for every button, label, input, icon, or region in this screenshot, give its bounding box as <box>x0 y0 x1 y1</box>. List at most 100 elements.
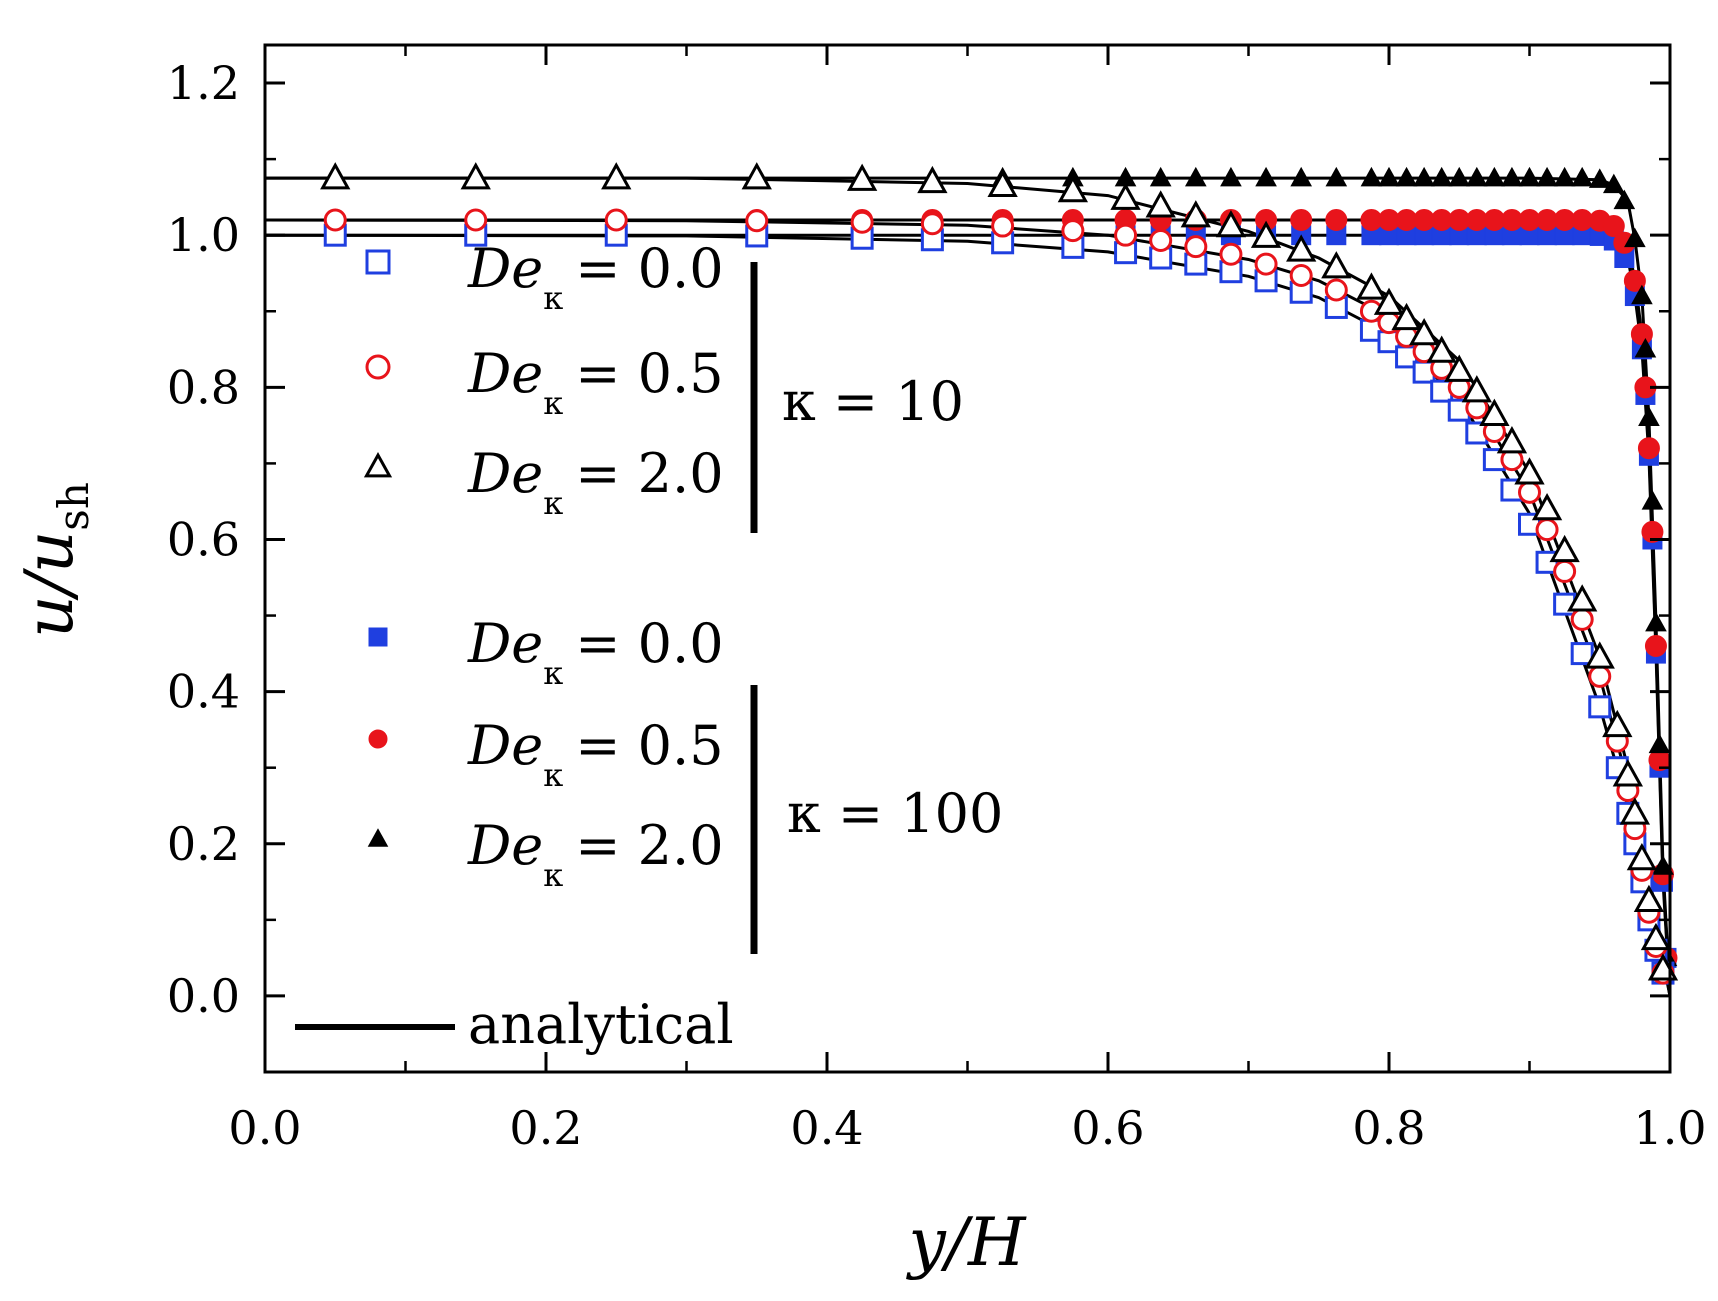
data-point <box>1408 318 1440 346</box>
data-point <box>1570 607 1594 631</box>
legend-de-symbol: De <box>467 714 543 777</box>
legend-value: = 0.0 <box>575 237 723 300</box>
data-point <box>1220 166 1242 187</box>
data-point <box>601 162 632 190</box>
legend-label: Deκ = 0.5 <box>467 342 724 422</box>
y-tick-label: 1.0 <box>167 208 240 262</box>
data-point <box>464 208 488 232</box>
data-point <box>846 163 878 191</box>
data-point <box>1149 229 1173 253</box>
data-point <box>1531 493 1563 521</box>
data-point <box>1290 166 1313 187</box>
legend-label: Deκ = 0.0 <box>467 612 724 692</box>
legend-value: = 0.0 <box>575 612 723 675</box>
legend-marker <box>368 729 388 749</box>
y-axis-title: u/ush <box>11 482 98 638</box>
legend-label: Deκ = 2.0 <box>467 814 724 894</box>
data-point <box>1648 733 1671 754</box>
data-point <box>1255 166 1277 187</box>
data-point <box>1631 284 1653 305</box>
data-point <box>1360 166 1383 187</box>
data-point <box>1479 398 1510 426</box>
x-tick-label: 1.0 <box>1633 1101 1706 1155</box>
data-point <box>1061 219 1085 243</box>
data-point <box>1549 534 1580 563</box>
data-point <box>1602 709 1633 738</box>
data-point <box>1637 437 1660 460</box>
data-point <box>1395 166 1418 187</box>
legend-de-symbol: De <box>467 342 543 405</box>
data-point <box>1518 480 1541 504</box>
data-point <box>1630 323 1653 346</box>
data-point <box>1254 252 1278 276</box>
legend-entry: Deκ = 2.0 <box>363 442 724 522</box>
data-point <box>1219 242 1243 266</box>
data-point <box>1553 166 1576 187</box>
legend-value: = 2.0 <box>575 814 723 877</box>
legend-marker <box>367 828 389 847</box>
y-axis-title-main: u/u <box>11 531 88 638</box>
legend-de-subscript: κ <box>543 756 563 794</box>
data-point <box>1426 335 1457 363</box>
data-point <box>917 165 948 194</box>
data-point <box>1290 208 1313 231</box>
data-point <box>1483 166 1506 187</box>
plot-area <box>264 162 1679 997</box>
x-tick-label: 0.0 <box>228 1101 301 1155</box>
data-point <box>1612 759 1643 787</box>
data-point <box>1518 166 1541 187</box>
data-point <box>1325 166 1348 187</box>
legend-de-subscript: κ <box>543 654 563 692</box>
y-axis-title-group: u/ush <box>11 482 98 638</box>
data-point <box>1641 490 1664 510</box>
analytical-line <box>264 218 1672 997</box>
data-point <box>1461 375 1492 403</box>
data-point <box>1378 166 1400 187</box>
x-tick-labels: 0.0 0.2 0.4 0.6 0.8 1.0 <box>228 1101 1706 1155</box>
legend-group-label-kappa-10: κ = 10 <box>782 370 964 433</box>
legend-de-symbol: De <box>467 237 543 300</box>
data-point <box>1640 922 1672 951</box>
legend-value: = 2.0 <box>575 442 723 505</box>
legend-entry: Deκ = 0.5 <box>365 342 724 422</box>
data-point <box>741 162 772 190</box>
data-point <box>1624 227 1646 248</box>
y-tick-label: 0.0 <box>167 969 240 1023</box>
data-point <box>1057 175 1089 203</box>
legend-value: = 0.5 <box>575 714 723 777</box>
legend-de-subscript: κ <box>543 279 563 317</box>
analytical-line <box>265 218 1672 996</box>
data-point <box>1286 234 1317 262</box>
data-point <box>1626 842 1658 871</box>
data-point <box>1180 200 1211 228</box>
legend-analytical-label: analytical <box>468 993 734 1056</box>
data-point <box>1623 269 1646 292</box>
data-point <box>1553 559 1577 583</box>
legend-value: = 0.5 <box>575 342 723 405</box>
legend-entry: Deκ = 0.0 <box>368 612 724 692</box>
data-point <box>1652 855 1674 875</box>
data-point <box>1110 182 1141 210</box>
data-point <box>1430 166 1453 187</box>
data-point <box>850 210 874 234</box>
data-point <box>1514 457 1545 485</box>
data-point <box>920 212 944 236</box>
x-tick-label: 0.6 <box>1071 1101 1144 1155</box>
data-point <box>745 209 769 233</box>
legend-entry: Deκ = 2.0 <box>367 814 724 894</box>
data-point <box>1633 884 1665 913</box>
legend-label: Deκ = 0.5 <box>467 714 724 794</box>
legend-marker <box>368 627 388 647</box>
y-tick-label: 0.6 <box>167 512 240 566</box>
data-point <box>1641 520 1664 543</box>
data-point <box>1373 287 1405 315</box>
data-point <box>323 208 347 232</box>
data-point <box>460 162 491 190</box>
data-point <box>1501 166 1523 187</box>
legend-label: Deκ = 0.0 <box>467 237 724 317</box>
x-axis-title: y/H <box>905 1204 1027 1281</box>
data-point <box>1613 189 1636 210</box>
data-point <box>1638 406 1660 426</box>
y-tick-label: 0.2 <box>167 817 240 871</box>
